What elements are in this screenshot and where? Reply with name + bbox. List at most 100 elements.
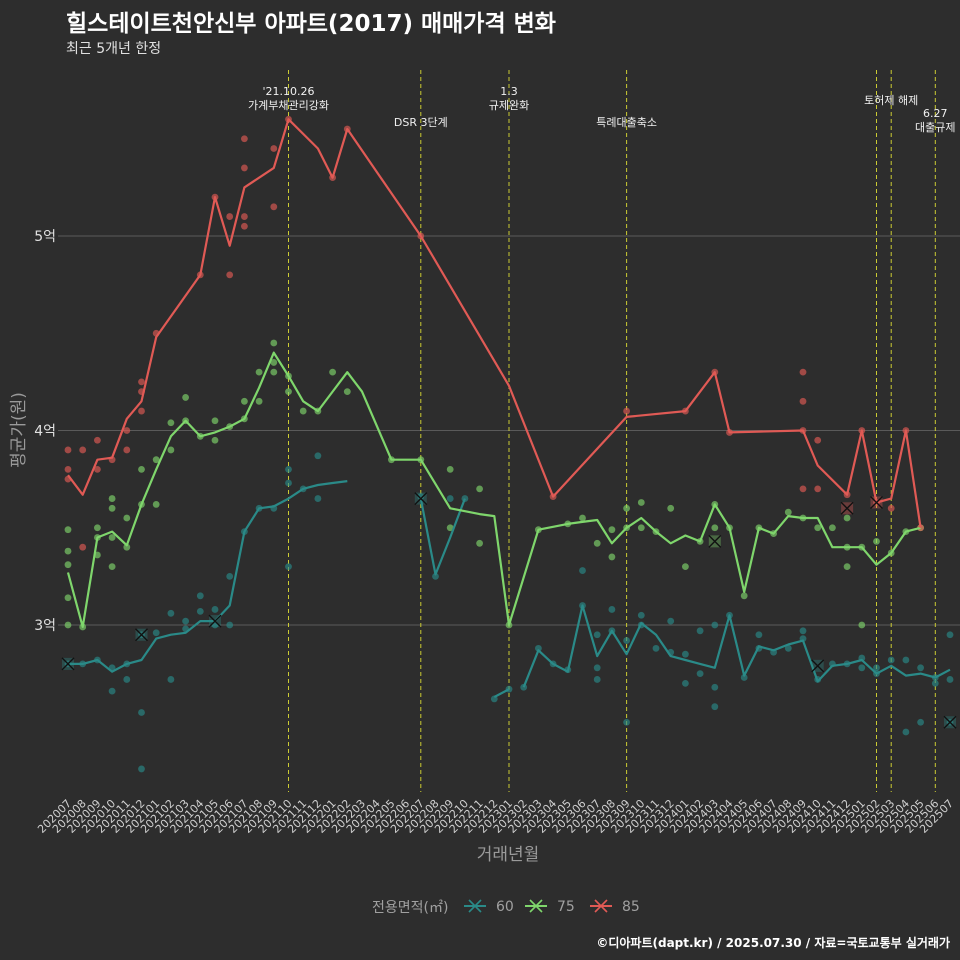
data-point-60 — [226, 572, 234, 580]
data-point-85 — [814, 436, 822, 444]
data-point-75 — [108, 534, 116, 541]
data-point-75 — [579, 514, 586, 522]
data-point-75 — [182, 394, 190, 401]
data-point-85 — [138, 407, 145, 415]
data-point-75 — [711, 524, 719, 532]
data-point-60 — [623, 718, 630, 726]
data-point-85 — [123, 446, 131, 454]
data-point-75 — [858, 621, 866, 629]
cross-marker-60 — [811, 659, 825, 673]
event-annotation: 특례대출축소 — [596, 116, 657, 129]
data-point-75 — [784, 508, 792, 516]
cross-marker-60 — [135, 628, 148, 642]
series-line-60 — [522, 604, 951, 688]
data-point-75 — [94, 524, 101, 532]
event-annotation: DSR 3단계 — [394, 116, 448, 129]
data-point-75 — [667, 504, 675, 512]
event-annotation-line: 특례대출축소 — [596, 116, 657, 129]
legend: 전용면적(㎡) 60 75 85 — [372, 899, 640, 916]
event-annotation-line: 6.27 — [923, 107, 948, 120]
data-point-85 — [241, 135, 248, 143]
cross-markers — [61, 492, 957, 729]
data-point-60 — [593, 676, 601, 683]
data-point-75 — [446, 466, 454, 473]
series-line-85 — [67, 118, 922, 528]
event-annotation: '21.10.26 가계부채관리강화 — [248, 85, 329, 112]
data-point-75 — [167, 419, 175, 427]
data-point-60 — [799, 627, 807, 635]
data-point-85 — [226, 213, 234, 220]
data-point-75 — [241, 397, 248, 405]
data-point-75 — [476, 485, 483, 493]
data-point-75 — [108, 563, 116, 571]
data-point-60 — [211, 606, 219, 613]
data-point-75 — [152, 456, 160, 464]
data-point-85 — [241, 213, 248, 220]
data-point-75 — [64, 561, 72, 569]
cross-marker-x — [708, 534, 722, 548]
data-point-60 — [858, 664, 866, 672]
series-line-60 — [68, 480, 348, 673]
event-annotation-line: '21.10.26 — [262, 85, 314, 98]
data-point-60 — [167, 609, 175, 617]
data-point-85 — [79, 543, 87, 551]
cross-marker-60 — [414, 492, 428, 506]
cross-marker-85 — [840, 501, 854, 515]
data-point-60 — [784, 644, 792, 652]
data-point-60 — [417, 493, 425, 501]
data-point-60 — [196, 607, 204, 615]
data-point-75 — [299, 407, 307, 415]
data-point-75 — [740, 592, 748, 600]
data-point-60 — [931, 679, 939, 687]
chart-subtitle: 최근 5개년 한정 — [66, 41, 162, 57]
data-point-60 — [696, 670, 704, 678]
series-line-75 — [66, 351, 921, 628]
data-point-75 — [873, 537, 880, 545]
data-point-60 — [902, 728, 910, 736]
data-point-60 — [285, 479, 292, 487]
cross-marker-x — [840, 501, 854, 515]
data-point-85 — [270, 203, 278, 211]
legend-item-60: 60 — [464, 899, 514, 915]
data-point-60 — [108, 687, 116, 695]
data-point-60 — [593, 631, 601, 639]
data-point-60 — [696, 627, 704, 635]
y-tick-label: 4억 — [34, 424, 56, 440]
data-point-60 — [667, 617, 675, 625]
event-annotation-line: DSR 3단계 — [394, 116, 448, 129]
data-point-85 — [64, 446, 72, 454]
data-point-75 — [64, 594, 72, 602]
y-tick-label: 3억 — [34, 618, 56, 634]
legend-label: 85 — [622, 899, 640, 915]
data-point-75 — [270, 339, 278, 347]
data-point-75 — [270, 359, 278, 366]
data-point-75 — [843, 514, 851, 522]
data-point-75 — [211, 436, 219, 444]
data-point-60 — [652, 644, 660, 652]
data-point-60 — [682, 650, 689, 658]
event-annotation: 토허제 해제 — [864, 93, 918, 107]
data-point-75 — [167, 446, 175, 454]
event-annotation-line: 가계부채관리강화 — [248, 99, 329, 112]
cross-marker-60 — [61, 657, 75, 671]
data-point-60 — [902, 656, 910, 664]
event-annotation-line: 규제완화 — [489, 99, 529, 112]
data-point-60 — [579, 567, 586, 574]
data-point-75 — [64, 547, 72, 555]
legend-label: 75 — [557, 899, 575, 915]
legend-item-75: 75 — [525, 899, 575, 915]
data-point-60 — [152, 629, 160, 637]
event-annotation-line: 1.3 — [500, 85, 518, 98]
data-point-60 — [740, 674, 748, 681]
legend-swatch-cross — [468, 899, 482, 913]
x-axis-title: 거래년월 — [477, 845, 540, 865]
data-point-75 — [211, 417, 219, 425]
data-point-75 — [637, 524, 645, 532]
data-point-60 — [593, 664, 601, 672]
event-annotation: 1.3 규제완화 — [489, 85, 529, 112]
legend-title: 전용면적(㎡) — [372, 900, 448, 916]
data-point-75 — [637, 499, 645, 506]
data-point-60 — [946, 676, 954, 683]
data-point-75 — [829, 524, 836, 532]
